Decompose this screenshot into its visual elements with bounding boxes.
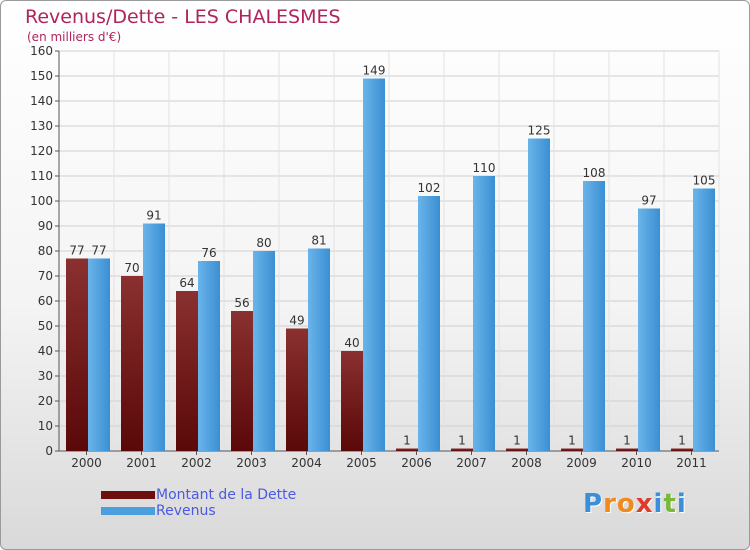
data-label: 125 xyxy=(528,124,551,138)
data-label: 1 xyxy=(513,434,521,448)
logo-letter: t xyxy=(663,489,677,519)
bar-dette xyxy=(671,448,693,451)
data-label: 56 xyxy=(234,296,249,310)
bar-revenus xyxy=(253,251,275,451)
data-label: 80 xyxy=(256,236,271,250)
logo-letter: x xyxy=(635,489,654,519)
data-label: 102 xyxy=(418,181,441,195)
logo-letter: i xyxy=(676,489,687,519)
data-label: 64 xyxy=(179,276,194,290)
bar-revenus xyxy=(143,223,165,451)
bar-revenus xyxy=(418,196,440,451)
data-label: 49 xyxy=(289,314,304,328)
y-tick-label: 80 xyxy=(38,244,53,258)
data-label: 81 xyxy=(311,234,326,248)
y-tick-label: 160 xyxy=(30,44,53,58)
y-tick-label: 70 xyxy=(38,269,53,283)
bar-dette xyxy=(616,448,638,451)
logo-letter: o xyxy=(616,489,636,519)
x-tick-label: 2010 xyxy=(621,456,652,470)
bar-dette xyxy=(561,448,583,451)
data-label: 1 xyxy=(403,434,411,448)
proxiti-logo: Proxiti xyxy=(583,489,687,519)
x-tick-label: 2005 xyxy=(346,456,377,470)
y-tick-label: 120 xyxy=(30,144,53,158)
data-label: 110 xyxy=(473,161,496,175)
bar-dette xyxy=(506,448,528,451)
bar-dette xyxy=(231,311,253,451)
logo-letter: r xyxy=(603,489,617,519)
y-tick-label: 10 xyxy=(38,419,53,433)
bar-dette xyxy=(121,276,143,451)
data-label: 70 xyxy=(124,261,139,275)
bar-revenus xyxy=(638,208,660,451)
bar-revenus xyxy=(363,78,385,451)
data-label: 97 xyxy=(641,194,656,208)
x-tick-label: 2004 xyxy=(291,456,322,470)
legend-swatch-revenus xyxy=(101,507,155,515)
logo-letter: P xyxy=(583,489,604,519)
bar-dette xyxy=(341,351,363,451)
data-label: 1 xyxy=(623,434,631,448)
data-label: 40 xyxy=(344,336,359,350)
data-label: 91 xyxy=(146,209,161,223)
bar-dette xyxy=(286,328,308,451)
y-tick-label: 40 xyxy=(38,344,53,358)
y-tick-label: 140 xyxy=(30,94,53,108)
y-tick-label: 150 xyxy=(30,69,53,83)
y-tick-label: 130 xyxy=(30,119,53,133)
x-tick-label: 2006 xyxy=(401,456,432,470)
chart-title: Revenus/Dette - LES CHALESMES xyxy=(25,6,341,28)
bar-dette xyxy=(451,448,473,451)
x-tick-label: 2001 xyxy=(126,456,157,470)
y-tick-label: 100 xyxy=(30,194,53,208)
x-tick-label: 2003 xyxy=(236,456,267,470)
x-tick-label: 2008 xyxy=(511,456,542,470)
bar-revenus xyxy=(528,138,550,451)
y-tick-label: 20 xyxy=(38,394,53,408)
logo-letter: i xyxy=(653,489,664,519)
x-tick-label: 2000 xyxy=(71,456,102,470)
x-tick-label: 2011 xyxy=(676,456,707,470)
y-tick-label: 60 xyxy=(38,294,53,308)
bar-revenus xyxy=(473,176,495,451)
chart-subtitle: (en milliers d'€) xyxy=(27,30,122,44)
x-tick-label: 2007 xyxy=(456,456,487,470)
bar-revenus xyxy=(88,258,110,451)
legend-swatch-debt xyxy=(101,491,155,499)
y-tick-label: 90 xyxy=(38,219,53,233)
y-tick-label: 110 xyxy=(30,169,53,183)
data-label: 108 xyxy=(583,166,606,180)
data-label: 77 xyxy=(69,244,84,258)
bar-dette xyxy=(396,448,418,451)
data-label: 1 xyxy=(458,434,466,448)
y-tick-label: 50 xyxy=(38,319,53,333)
data-label: 105 xyxy=(693,174,716,188)
legend-label-debt: Montant de la Dette xyxy=(156,487,297,503)
data-label: 1 xyxy=(678,434,686,448)
x-tick-label: 2002 xyxy=(181,456,212,470)
x-tick-label: 2009 xyxy=(566,456,597,470)
legend-label-revenus: Revenus xyxy=(156,503,216,519)
bar-revenus xyxy=(198,261,220,451)
bar-dette xyxy=(176,291,198,451)
data-label: 76 xyxy=(201,246,216,260)
bar-dette xyxy=(66,258,88,451)
data-label: 77 xyxy=(91,244,106,258)
y-tick-label: 30 xyxy=(38,369,53,383)
bar-revenus xyxy=(693,188,715,451)
data-label: 149 xyxy=(363,64,386,78)
y-tick-label: 0 xyxy=(45,444,53,458)
bar-revenus xyxy=(583,181,605,451)
bar-revenus xyxy=(308,248,330,451)
data-label: 1 xyxy=(568,434,576,448)
